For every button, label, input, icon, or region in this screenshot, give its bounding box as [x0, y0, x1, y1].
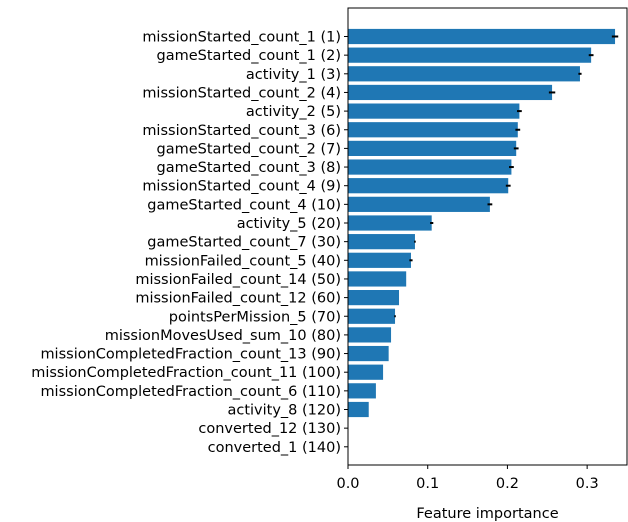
bar	[348, 196, 490, 212]
bar	[348, 215, 432, 231]
bar	[348, 234, 415, 250]
y-tick-label: converted_1 (140)	[208, 440, 341, 456]
x-axis-label: Feature importance	[416, 506, 558, 522]
bars-group	[348, 28, 616, 455]
bar	[348, 66, 580, 82]
y-tick-label: gameStarted_count_4 (10)	[147, 197, 341, 213]
error-bars-group	[394, 35, 619, 318]
y-tick-label: activity_2 (5)	[246, 104, 341, 120]
y-tick-label: missionFailed_count_12 (60)	[135, 291, 341, 307]
y-tick-labels: missionStarted_count_1 (1) gameStarted_co…	[31, 30, 348, 456]
y-tick-label: gameStarted_count_3 (8)	[157, 160, 341, 176]
bar	[348, 159, 512, 175]
y-tick-label: missionFailed_count_5 (40)	[145, 253, 341, 269]
y-tick-label: missionStarted_count_1 (1)	[142, 30, 341, 46]
y-tick-label: missionCompletedFraction_count_11 (100)	[31, 365, 341, 381]
x-tick-label: 0.0	[336, 476, 359, 492]
x-tick-label: 0.2	[496, 476, 519, 492]
y-tick-label: converted_12 (130)	[198, 421, 341, 437]
plot-frame	[347, 7, 628, 466]
y-tick-label: missionCompletedFraction_count_13 (90)	[40, 347, 341, 363]
bar	[348, 140, 517, 156]
bar	[348, 345, 389, 362]
y-tick-label: missionStarted_count_2 (4)	[142, 85, 341, 101]
bar	[348, 178, 509, 194]
bar	[348, 383, 376, 399]
y-tick-label: missionFailed_count_14 (50)	[135, 272, 341, 288]
y-tick-label: activity_8 (120)	[227, 403, 341, 419]
x-tick-label: 0.3	[576, 476, 599, 492]
y-tick-label: activity_1 (3)	[246, 67, 341, 83]
bar	[348, 252, 411, 268]
y-tick-label: gameStarted_count_2 (7)	[157, 141, 341, 157]
y-tick-label: activity_5 (20)	[237, 216, 341, 232]
y-tick-label: pointsPerMission_5 (70)	[169, 309, 341, 325]
y-tick-label: gameStarted_count_7 (30)	[147, 235, 341, 251]
bar	[348, 327, 392, 343]
bar	[348, 122, 518, 138]
y-tick-label: missionStarted_count_3 (6)	[142, 123, 341, 139]
x-ticks: 0.0 0.1 0.2 0.3	[336, 465, 599, 492]
y-tick-label: gameStarted_count_1 (2)	[157, 48, 341, 64]
bar	[348, 290, 400, 306]
bar	[348, 84, 553, 101]
bar	[348, 308, 396, 324]
y-tick-label: missionMovesUsed_sum_10 (80)	[105, 328, 341, 344]
y-tick-label: missionStarted_count_4 (9)	[142, 179, 341, 195]
bar	[348, 271, 407, 287]
bar	[348, 401, 369, 418]
x-tick-label: 0.1	[416, 476, 439, 492]
bar	[348, 47, 592, 63]
bar	[348, 28, 616, 45]
bar	[348, 364, 384, 380]
bar	[348, 103, 520, 119]
y-tick-label: missionCompletedFraction_count_6 (110)	[40, 384, 341, 400]
